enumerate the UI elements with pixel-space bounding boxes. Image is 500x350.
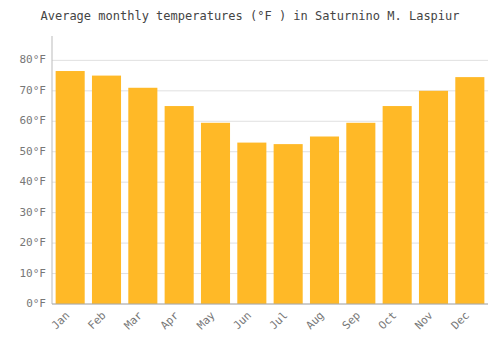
bar: [56, 71, 85, 304]
grid-line: [52, 60, 488, 61]
y-tick-label: 50°F: [20, 145, 47, 158]
y-tick-label: 80°F: [20, 53, 47, 66]
chart-container: Average monthly temperatures (°F ) in Sa…: [0, 0, 500, 350]
bar: [128, 88, 157, 304]
title: Average monthly temperatures (°F ) in Sa…: [40, 9, 459, 23]
bar: [201, 123, 230, 304]
bar: [419, 91, 448, 304]
bar: [237, 143, 266, 304]
y-tick-label: 70°F: [20, 84, 47, 97]
x-tick-label: Oct: [376, 309, 399, 332]
x-tick-label: Jun: [231, 309, 254, 332]
bar: [455, 77, 484, 304]
x-tick-label: Mar: [122, 309, 146, 333]
x-tick-label: Sep: [340, 309, 363, 332]
y-tick-label: 30°F: [20, 206, 47, 219]
x-tick-label: Jul: [267, 309, 290, 332]
x-tick-label: Dec: [449, 309, 472, 332]
x-tick-label: Feb: [85, 309, 108, 332]
y-tick-label: 60°F: [20, 114, 47, 127]
y-axis-line: [52, 36, 53, 304]
grid: [52, 60, 488, 304]
x-tick-label: Aug: [303, 309, 326, 332]
bars: [56, 71, 485, 304]
bar: [165, 106, 194, 304]
bar: [310, 137, 339, 305]
bar: [383, 106, 412, 304]
page: {"chart_data": {"type": "bar", "title": …: [0, 0, 500, 350]
x-tick-label: Apr: [158, 309, 182, 333]
y-tick-label: 0°F: [26, 297, 46, 310]
y-tick-label: 10°F: [20, 267, 47, 280]
bar: [274, 144, 303, 304]
bar: [92, 76, 121, 304]
x-tick-label: Nov: [412, 309, 436, 333]
bar: [346, 123, 375, 304]
y-tick-label: 20°F: [20, 236, 47, 249]
grid-line: [52, 304, 488, 305]
x-tick-label: Jan: [49, 309, 72, 332]
chart-svg: Average monthly temperatures (°F ) in Sa…: [0, 0, 500, 350]
y-tick-label: 40°F: [20, 175, 47, 188]
x-tick-label: May: [194, 309, 218, 333]
x-axis-line: [52, 304, 488, 305]
